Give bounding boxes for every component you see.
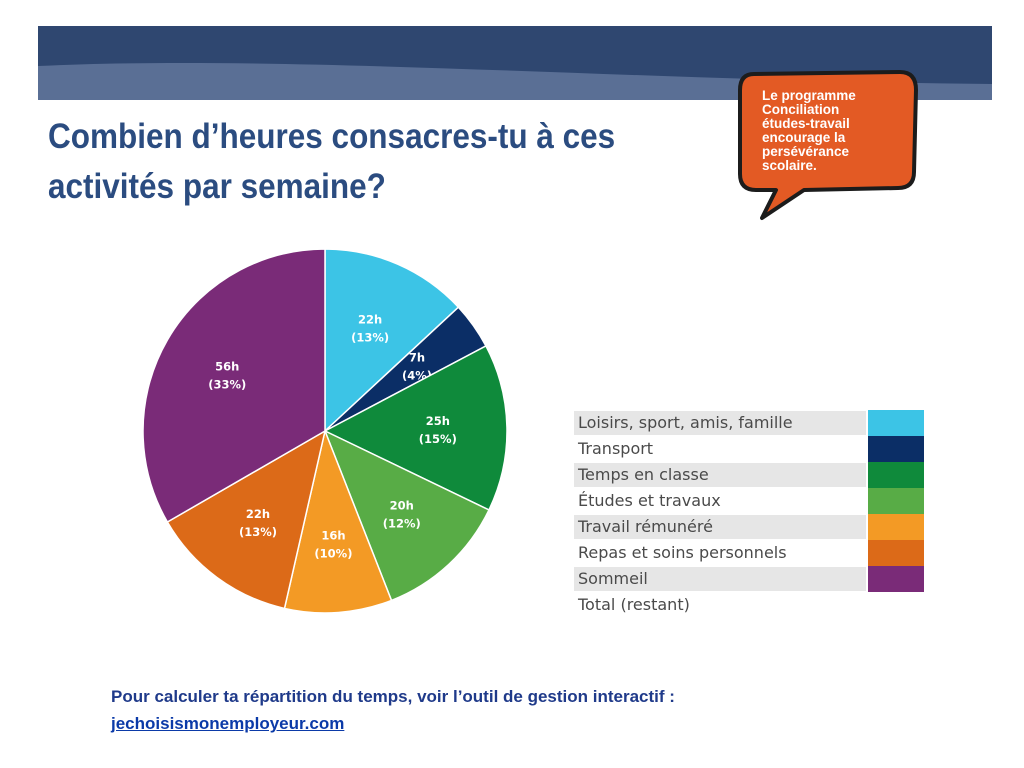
legend-label: Loisirs, sport, amis, famille bbox=[574, 411, 866, 435]
legend-item: Sommeil bbox=[574, 566, 924, 592]
slice-hours-label: 22h bbox=[358, 313, 382, 327]
legend-label: Travail rémunéré bbox=[574, 515, 866, 539]
slide-title: Combien d’heures consacres-tu à ces acti… bbox=[48, 117, 616, 206]
legend-label: Études et travaux bbox=[578, 491, 721, 510]
legend-label: Repas et soins personnels bbox=[578, 543, 787, 562]
slice-hours-label: 25h bbox=[426, 414, 450, 428]
legend-swatch bbox=[868, 410, 924, 436]
slice-hours-label: 56h bbox=[215, 360, 239, 374]
legend-label: Transport bbox=[578, 439, 654, 458]
pie-slice bbox=[323, 344, 508, 511]
bubble-message: Le programme Conciliation études-travail… bbox=[762, 89, 902, 173]
pie-slice bbox=[283, 428, 393, 614]
bubble-line: encourage la bbox=[762, 130, 846, 145]
legend-swatch bbox=[868, 540, 924, 566]
legend-item: Études et travaux bbox=[574, 488, 924, 514]
pie-slice bbox=[324, 248, 460, 433]
speech-bubble-shape bbox=[738, 70, 918, 220]
slice-hours-label: 20h bbox=[390, 499, 414, 513]
footer-link[interactable]: jechoisismonemployeur.com bbox=[111, 714, 345, 733]
bubble-line: persévérance bbox=[762, 144, 850, 159]
slice-percent-label: (13%) bbox=[351, 331, 389, 345]
bubble-line: Conciliation bbox=[762, 102, 840, 117]
legend-swatch bbox=[868, 436, 924, 462]
slice-hours-label: 22h bbox=[246, 507, 270, 521]
legend-swatch bbox=[868, 462, 924, 488]
footer-text: Pour calculer ta répartition du temps, v… bbox=[111, 687, 675, 706]
pie-slice bbox=[323, 429, 490, 602]
slice-hours-label: 7h bbox=[409, 351, 425, 365]
footer-note: Pour calculer ta répartition du temps, v… bbox=[111, 683, 911, 737]
legend-item: Loisirs, sport, amis, famille bbox=[574, 410, 924, 436]
bubble-line: scolaire. bbox=[762, 158, 817, 173]
chart-legend: Loisirs, sport, amis, famille Transport Te… bbox=[574, 410, 924, 618]
legend-item: Repas et soins personnels bbox=[574, 540, 924, 566]
pie-slice bbox=[142, 248, 326, 524]
legend-swatch bbox=[868, 514, 924, 540]
slice-hours-label: 16h bbox=[321, 529, 345, 543]
legend-swatch bbox=[868, 592, 924, 618]
slice-percent-label: (13%) bbox=[239, 525, 277, 539]
pie-slice bbox=[166, 429, 327, 610]
slice-percent-label: (10%) bbox=[314, 547, 352, 561]
pie-chart: 22h (13%) 7h (4%) 25h (15%) 20h (12%) 16h (10%) 22… bbox=[138, 244, 512, 618]
legend-label: Total (restant) bbox=[578, 595, 690, 614]
bubble-line: Le programme bbox=[762, 88, 856, 103]
legend-item: Transport bbox=[574, 436, 924, 462]
legend-item: Total (restant) bbox=[574, 592, 924, 618]
speech-bubble bbox=[732, 68, 922, 224]
slice-percent-label: (15%) bbox=[419, 432, 457, 446]
legend-item: Temps en classe bbox=[574, 462, 924, 488]
legend-item: Travail rémunéré bbox=[574, 514, 924, 540]
legend-label: Temps en classe bbox=[574, 463, 866, 487]
legend-swatch bbox=[868, 566, 924, 592]
slice-percent-label: (12%) bbox=[383, 517, 421, 531]
bubble-line: études-travail bbox=[762, 116, 850, 131]
legend-label: Sommeil bbox=[574, 567, 866, 591]
slice-percent-label: (33%) bbox=[208, 378, 246, 392]
legend-swatch bbox=[868, 488, 924, 514]
